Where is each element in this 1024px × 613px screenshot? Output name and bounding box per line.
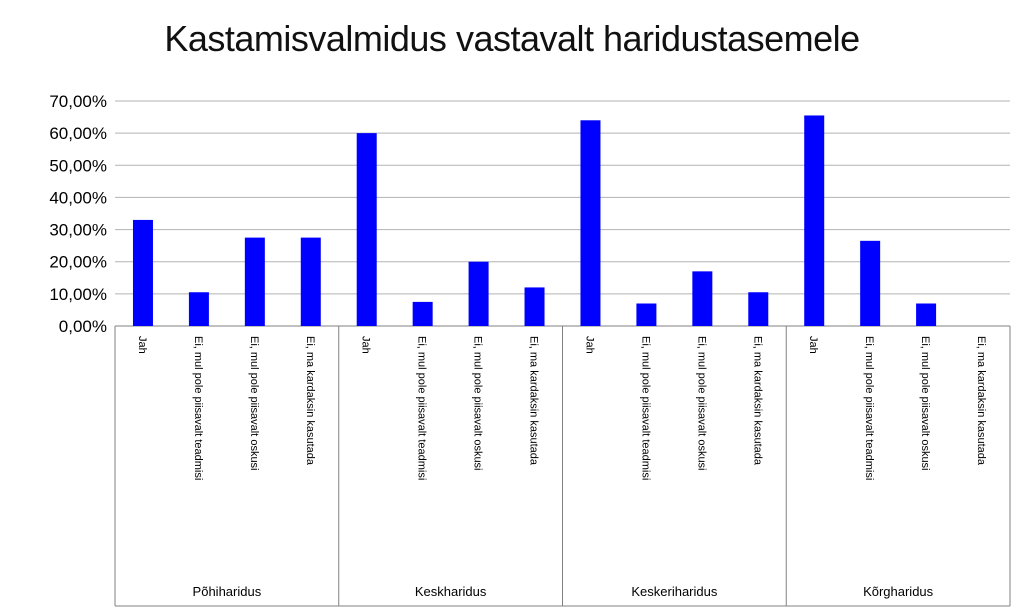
y-tick-label: 50,00% <box>49 156 107 175</box>
bar <box>356 133 377 326</box>
category-label: Ei, ma kardaksin kasutada <box>751 336 763 466</box>
category-label: Ei, ma kardaksin kasutada <box>975 336 987 466</box>
category-label: Ei, mul pole piisavalt oskusi <box>695 336 707 471</box>
group-label: Keskeriharidus <box>631 584 717 599</box>
bar <box>188 292 209 326</box>
y-tick-label: 30,00% <box>49 221 107 240</box>
y-tick-label: 10,00% <box>49 285 107 304</box>
chart-title: Kastamisvalmidus vastavalt haridustaseme… <box>164 18 860 59</box>
category-label: Ei, ma kardaksin kasutada <box>304 336 316 466</box>
bar <box>580 120 601 327</box>
group-label: Keskharidus <box>415 584 487 599</box>
category-label: Ei, mul pole piisavalt teadmisi <box>192 336 204 480</box>
bar <box>636 303 657 326</box>
bar <box>468 261 489 326</box>
bar <box>300 237 321 326</box>
bar <box>748 292 769 326</box>
category-label: Ei, mul pole piisavalt teadmisi <box>416 336 428 480</box>
group-label: Kõrgharidus <box>863 584 934 599</box>
category-label: Jah <box>136 336 148 354</box>
y-tick-label: 60,00% <box>49 124 107 143</box>
y-tick-label: 40,00% <box>49 188 107 207</box>
category-label: Ei, mul pole piisavalt teadmisi <box>639 336 651 480</box>
group-label: Põhiharidus <box>193 584 262 599</box>
category-label: Ei, mul pole piisavalt oskusi <box>472 336 484 471</box>
bar <box>860 240 881 326</box>
y-tick-label: 70,00% <box>49 92 107 111</box>
bar <box>412 301 433 326</box>
bar <box>244 237 265 326</box>
category-label: Jah <box>583 336 595 354</box>
category-label: Jah <box>807 336 819 354</box>
category-label: Ei, mul pole piisavalt teadmisi <box>863 336 875 480</box>
bar <box>524 287 545 326</box>
bar <box>132 219 153 326</box>
y-tick-label: 20,00% <box>49 253 107 272</box>
category-label: Jah <box>360 336 372 354</box>
bar <box>916 303 937 326</box>
category-label: Ei, mul pole piisavalt oskusi <box>248 336 260 471</box>
category-label: Ei, ma kardaksin kasutada <box>528 336 540 466</box>
y-tick-label: 0,00% <box>59 317 107 336</box>
bar <box>804 115 825 326</box>
bar <box>692 271 713 326</box>
category-label: Ei, mul pole piisavalt oskusi <box>919 336 931 471</box>
